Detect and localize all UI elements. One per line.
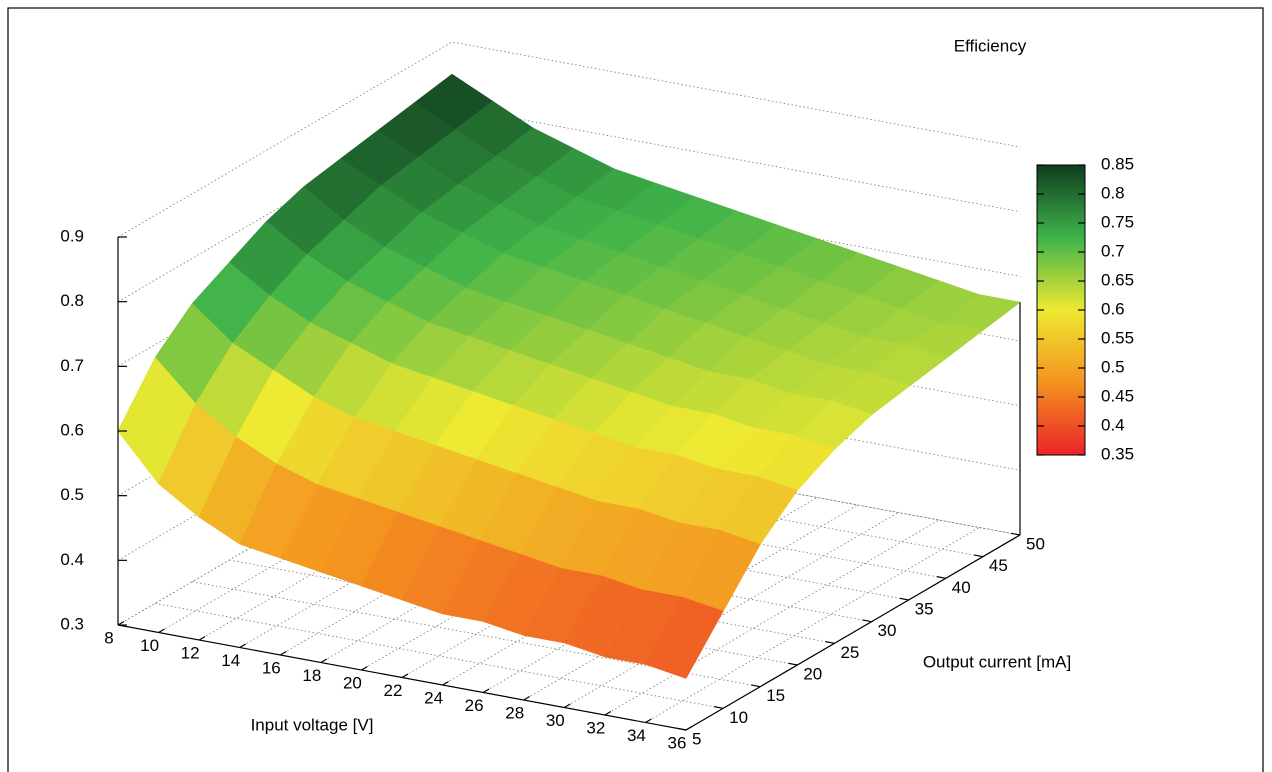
grid-line: [117, 41, 1021, 238]
x-tick: [361, 665, 368, 671]
y-tick: [899, 597, 909, 601]
x-tick: [279, 650, 287, 656]
x-tick: [158, 628, 165, 634]
x-tick: [401, 673, 409, 679]
y-tick: [973, 554, 984, 558]
z-tick-label: 0.4: [60, 550, 84, 569]
y-tick: [751, 684, 761, 688]
x-tick-label: 8: [104, 628, 113, 647]
x-tick-label: 26: [465, 696, 484, 715]
colorbar: [1036, 164, 1086, 456]
x-tick-label: 10: [140, 636, 159, 655]
x-tick-label: 22: [384, 681, 403, 700]
grid-line: [645, 527, 980, 723]
x-tick: [198, 635, 206, 641]
x-tick-label: 18: [302, 666, 321, 685]
x-tick: [563, 703, 571, 709]
x-tick: [604, 710, 612, 716]
y-tick-label: 25: [840, 643, 859, 662]
grid-line: [117, 106, 1021, 303]
y-tick-label: 45: [989, 556, 1008, 575]
y-tick: [713, 706, 724, 709]
y-tick: [676, 727, 687, 731]
z-tick-label: 0.9: [60, 226, 84, 245]
colorbar-tick-label: 0.8: [1101, 183, 1125, 202]
colorbar-tick-label: 0.7: [1101, 241, 1125, 260]
y-tick-label: 35: [915, 599, 934, 618]
axes-layer: 0.3 0.4 0.5 0.6 0.7 0.8 0.9 8 10 12 14 16 18 20 22 24 26…: [60, 154, 1134, 752]
y-tick: [862, 619, 872, 623]
x-tick-label: 32: [586, 718, 605, 737]
z-tick-label: 0.5: [60, 485, 84, 504]
colorbar-tick-label: 0.75: [1101, 212, 1134, 231]
x-tick: [685, 725, 693, 731]
y-tick-label: 15: [766, 686, 785, 705]
y-tick-label: 10: [729, 708, 748, 727]
surface-layer: [117, 73, 1021, 679]
colorbar-tick-label: 0.55: [1101, 328, 1134, 347]
colorbar-label: Efficiency: [954, 36, 1027, 55]
grid-line: [604, 519, 940, 716]
grid-line: [155, 602, 724, 709]
x-tick-label: 24: [424, 688, 443, 707]
x-tick-label: 34: [627, 726, 646, 745]
y-tick: [825, 641, 835, 644]
x-tick-label: 12: [181, 643, 200, 662]
colorbar-tick-label: 0.45: [1101, 386, 1134, 405]
y-tick: [1010, 532, 1021, 536]
x-axis-label: Input voltage [V]: [251, 715, 374, 734]
colorbar-tick-label: 0.5: [1101, 357, 1125, 376]
x-tick-label: 36: [668, 733, 687, 752]
x-tick: [523, 695, 531, 701]
z-tick-label: 0.8: [60, 291, 84, 310]
y-tick-label: 5: [692, 729, 701, 748]
x-tick: [117, 620, 125, 626]
y-tick: [788, 662, 798, 666]
x-tick-label: 16: [262, 658, 281, 677]
colorbar-tick-label: 0.65: [1101, 270, 1134, 289]
x-tick-label: 20: [343, 673, 362, 692]
y-tick-label: 40: [952, 578, 971, 597]
x-tick: [482, 688, 490, 694]
x-tick: [645, 718, 652, 724]
colorbar-tick-label: 0.35: [1101, 444, 1134, 463]
surface-cell: [645, 597, 724, 679]
z-tick-label: 0.6: [60, 420, 84, 439]
colorbar-tick-label: 0.85: [1101, 154, 1134, 173]
colorbar-tick-label: 0.4: [1101, 415, 1125, 434]
y-axis-label: Output current [mA]: [923, 652, 1071, 671]
grid-line: [117, 429, 1021, 626]
z-tick-label: 0.7: [60, 356, 84, 375]
x-tick: [442, 680, 449, 686]
grid-line: [564, 512, 899, 708]
y-tick-label: 30: [878, 621, 897, 640]
y-tick-label: 20: [803, 664, 822, 683]
x-tick-label: 14: [221, 651, 240, 670]
x-tick-label: 28: [505, 703, 524, 722]
z-tick-label: 0.3: [60, 614, 84, 633]
colorbar-tick-label: 0.6: [1101, 299, 1125, 318]
y-tick: [936, 576, 946, 579]
frame: [7, 7, 1264, 772]
x-tick: [239, 643, 247, 649]
y-tick-label: 50: [1026, 534, 1045, 553]
x-tick-label: 30: [546, 711, 565, 730]
x-tick: [320, 658, 328, 664]
